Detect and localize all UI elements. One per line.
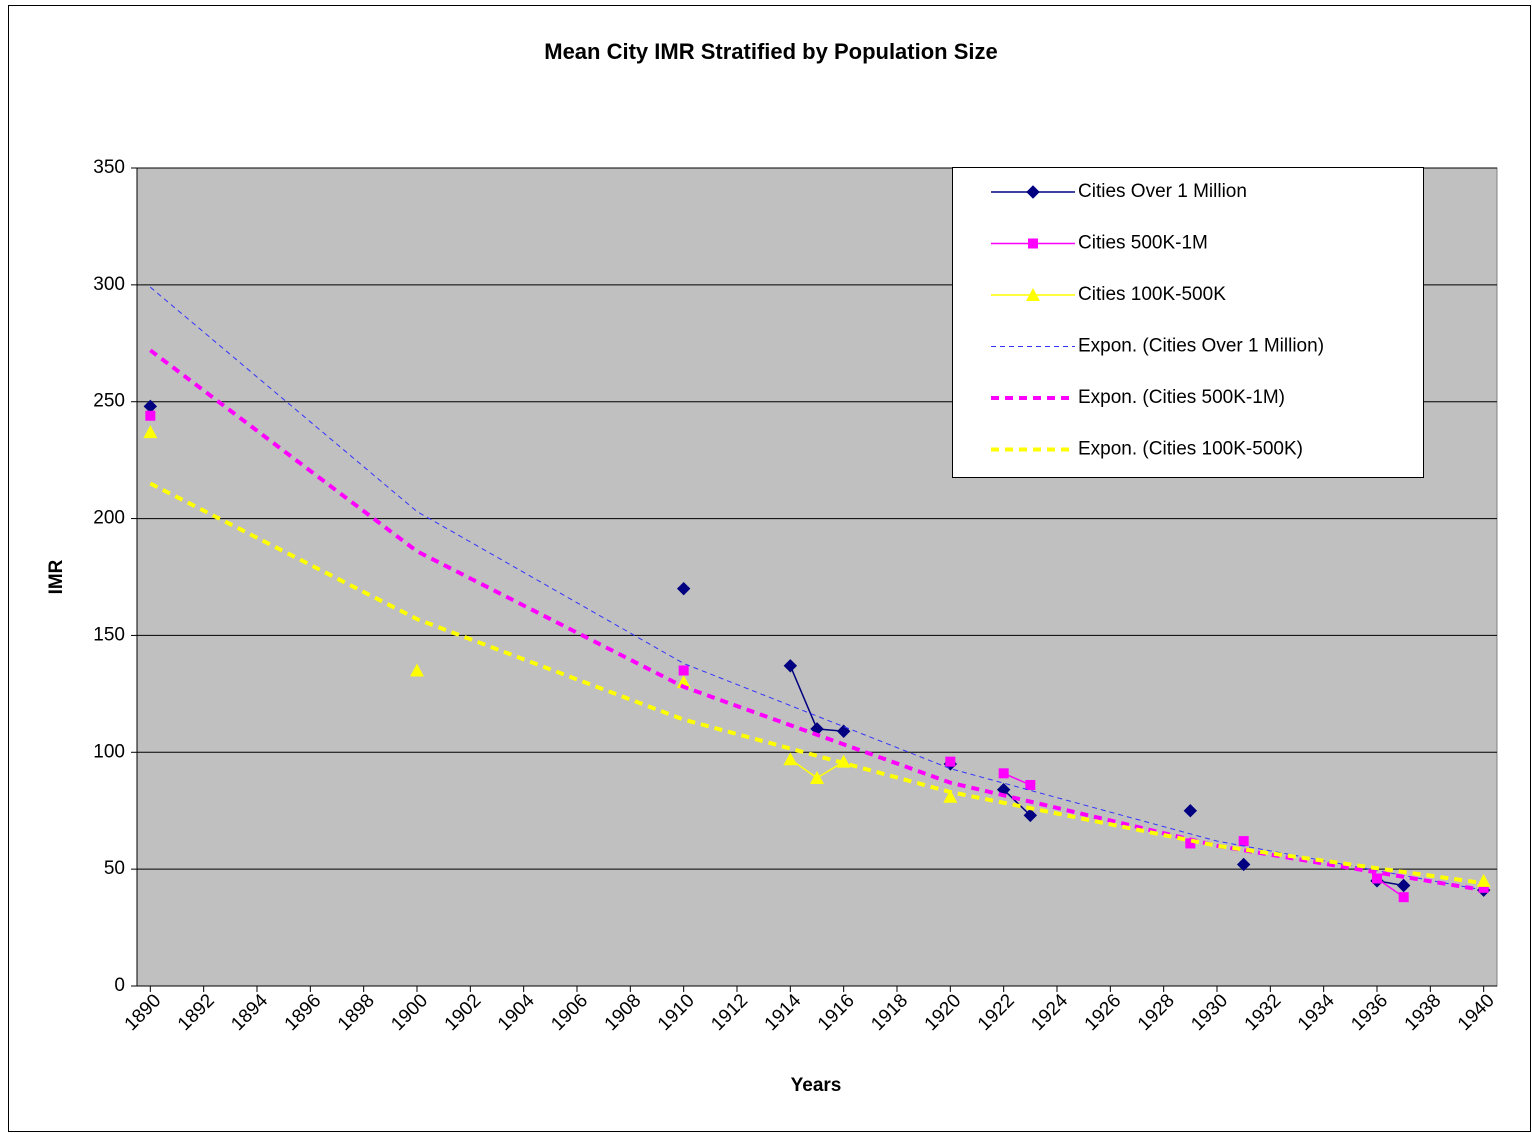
y-tick-label: 200	[93, 508, 125, 529]
marker-triangle	[810, 770, 824, 784]
marker-square	[998, 768, 1009, 779]
y-tick-label: 300	[93, 274, 125, 295]
marker-square	[1372, 873, 1382, 884]
marker-square	[1185, 838, 1196, 849]
y-tick-label: 50	[104, 858, 125, 879]
legend-label: Expon. (Cities Over 1 Million)	[1078, 336, 1324, 357]
marker-square	[1478, 882, 1489, 893]
y-tick-label: 100	[93, 741, 125, 762]
marker-diamond	[1026, 185, 1040, 199]
series-line	[1003, 789, 1031, 816]
marker-square	[678, 665, 689, 676]
legend-label: Cities 500K-1M	[1078, 233, 1208, 254]
marker-square	[145, 410, 156, 421]
marker-triangle	[783, 752, 798, 766]
marker-triangle	[1476, 873, 1491, 887]
legend-label: Cities Over 1 Million	[1078, 181, 1247, 202]
marker-diamond	[676, 581, 691, 596]
legend-label: Expon. (Cities 100K-500K)	[1078, 439, 1303, 460]
marker-triangle	[1026, 288, 1040, 301]
y-axis-label: IMR	[46, 559, 67, 594]
y-tick-label: 350	[93, 157, 125, 178]
marker-triangle	[676, 675, 691, 689]
legend-label: Expon. (Cities 500K-1M)	[1078, 387, 1285, 408]
marker-square	[1025, 780, 1036, 791]
marker-diamond	[1396, 878, 1411, 893]
chart-title: Mean City IMR Stratified by Population S…	[544, 39, 998, 64]
y-tick-label: 150	[93, 624, 125, 645]
trendline	[149, 481, 1484, 886]
trendline	[150, 286, 1484, 891]
marker-triangle	[410, 663, 424, 677]
marker-diamond	[1236, 857, 1251, 872]
legend-label: Cities 100K-500K	[1078, 284, 1226, 305]
marker-square	[945, 756, 956, 767]
marker-diamond	[1023, 808, 1038, 823]
x-axis-label: Years	[791, 1075, 842, 1096]
marker-diamond	[1183, 804, 1198, 818]
marker-diamond	[783, 659, 798, 673]
legend-box	[952, 167, 1424, 478]
y-tick-label: 250	[93, 391, 125, 412]
marker-square	[1398, 892, 1409, 903]
marker-square	[1238, 836, 1249, 847]
marker-triangle	[943, 789, 958, 803]
marker-square	[1028, 238, 1038, 249]
y-tick-label: 0	[114, 975, 125, 996]
marker-triangle	[143, 425, 158, 439]
